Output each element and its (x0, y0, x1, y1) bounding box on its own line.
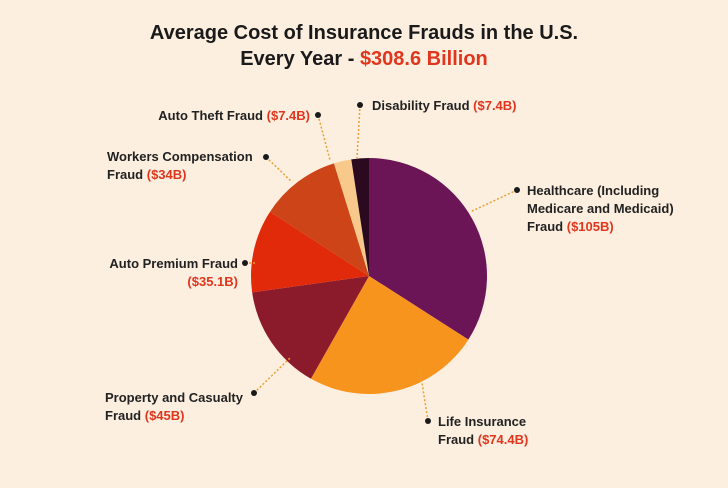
value-label: ($35.1B) (187, 274, 238, 289)
leader-dot (357, 102, 363, 108)
pie-slice (252, 276, 369, 379)
leader-line (265, 156, 293, 183)
pie-slice (369, 158, 487, 340)
category-name: Healthcare (Including Medicare and Medic… (527, 183, 674, 234)
category-name: Disability Fraud (372, 98, 470, 113)
value-label: ($34B) (146, 167, 187, 182)
value-label: ($105B) (566, 219, 614, 234)
pie-slice (270, 163, 369, 276)
category-name: Workers Compensation Fraud (107, 149, 253, 182)
category-name: Property and Casualty Fraud (105, 390, 243, 423)
leader-dot (242, 260, 248, 266)
leader-dot (263, 154, 269, 160)
slice-label: Property and Casualty Fraud ($45B) (105, 389, 255, 425)
total-label: $308.6 Billion (359, 48, 488, 70)
title-text: Average Cost of Insurance Frauds in the … (149, 22, 579, 70)
leader-dot (251, 390, 257, 396)
chart-title: Average Cost of Insurance Frauds in the … (134, 20, 594, 72)
leader-dot (315, 112, 321, 118)
leader-line (356, 104, 361, 159)
leader-dot (425, 418, 431, 424)
pie-slice (251, 211, 369, 293)
slice-label: Disability Fraud ($7.4B) (372, 97, 542, 115)
category-name: Life Insurance Fraud (438, 414, 527, 447)
leader-line (317, 114, 331, 161)
value-label: ($74.4B) (477, 432, 529, 447)
leader-line (253, 357, 291, 394)
pie-slice (351, 158, 369, 276)
category-name: Auto Premium Fraud (109, 256, 238, 271)
category-name: Auto Theft Fraud (158, 108, 264, 123)
slice-label: Healthcare (Including Medicare and Medic… (527, 182, 702, 236)
leader-line (419, 369, 429, 422)
slice-label: Workers Compensation Fraud ($34B) (107, 148, 267, 184)
slice-label: Auto Theft Fraud ($7.4B) (140, 107, 310, 125)
leader-line (469, 189, 518, 213)
slice-label: Auto Premium Fraud ($35.1B) (100, 255, 238, 291)
pie-slice (310, 276, 469, 394)
leader-dot (514, 187, 520, 193)
value-label: ($7.4B) (266, 108, 310, 123)
value-label: ($45B) (144, 408, 185, 423)
slice-label: Life Insurance Fraud ($74.4B) (438, 413, 558, 449)
pie-slice (333, 159, 369, 276)
value-label: ($7.4B) (473, 98, 517, 113)
